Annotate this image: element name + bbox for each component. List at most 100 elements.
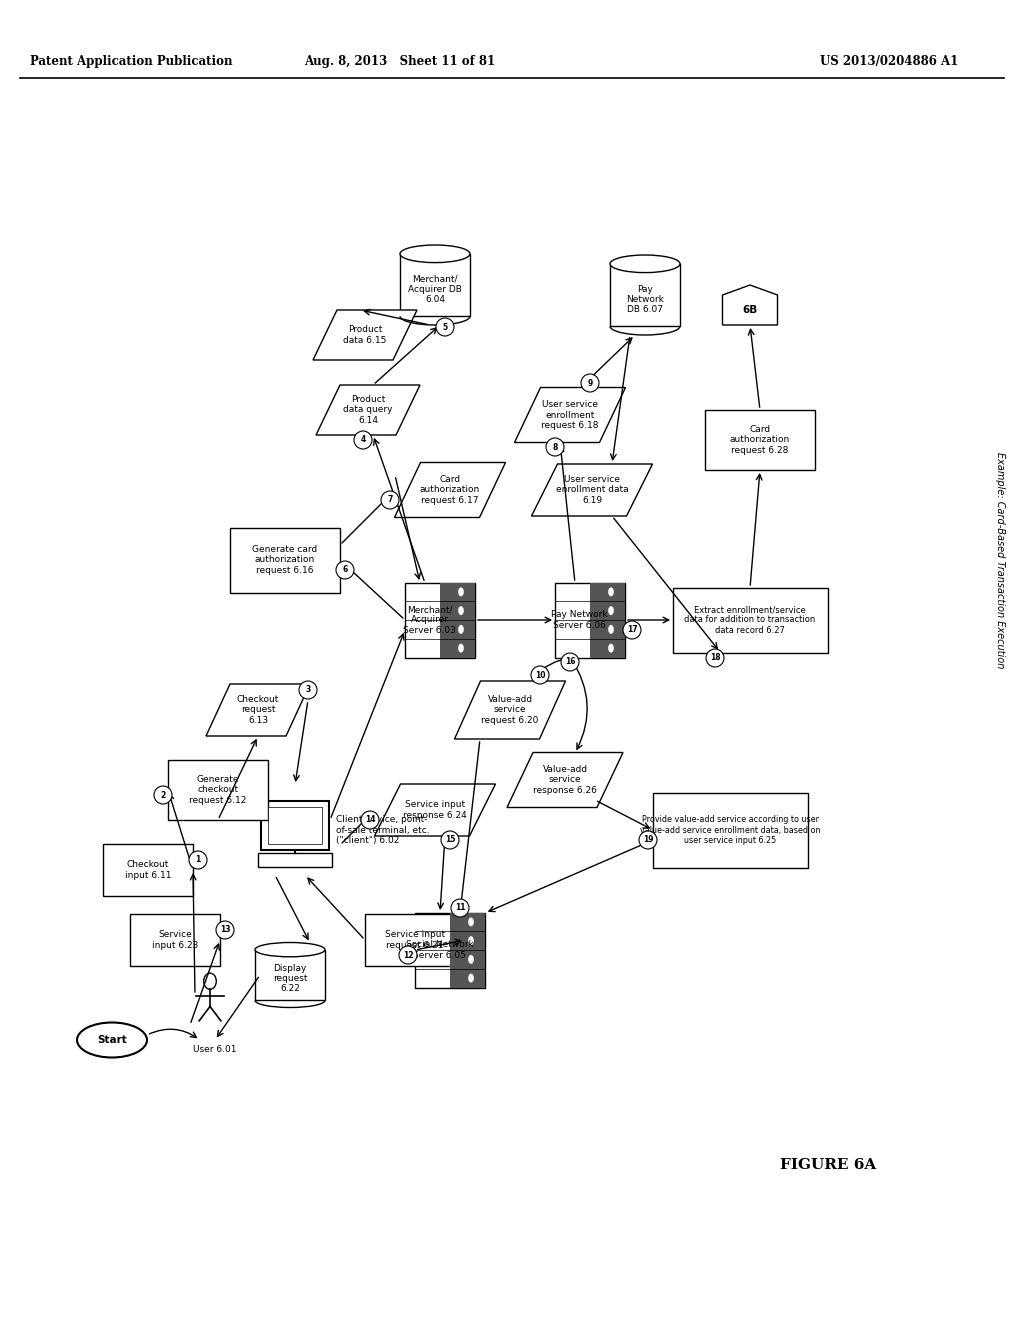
Bar <box>103 843 193 896</box>
Ellipse shape <box>459 644 463 652</box>
Ellipse shape <box>189 851 207 869</box>
Text: Display
request
6.22: Display request 6.22 <box>272 964 307 994</box>
Ellipse shape <box>77 1023 147 1057</box>
Ellipse shape <box>469 919 473 925</box>
Bar <box>258 853 332 867</box>
Bar <box>415 912 485 987</box>
Ellipse shape <box>400 246 470 263</box>
Bar <box>610 264 680 326</box>
Ellipse shape <box>361 810 379 829</box>
Polygon shape <box>507 752 623 808</box>
Text: 3: 3 <box>305 685 310 694</box>
Text: 15: 15 <box>444 836 456 845</box>
Bar <box>268 807 322 843</box>
Text: Card
authorization
request 6.28: Card authorization request 6.28 <box>730 425 791 455</box>
Text: 10: 10 <box>535 671 545 680</box>
Text: 13: 13 <box>220 925 230 935</box>
Text: 1: 1 <box>196 855 201 865</box>
Text: 12: 12 <box>402 950 414 960</box>
Ellipse shape <box>469 937 473 944</box>
Text: 6B: 6B <box>742 305 758 315</box>
Text: User 6.01: User 6.01 <box>194 1045 237 1053</box>
Ellipse shape <box>354 432 372 449</box>
Ellipse shape <box>609 589 613 595</box>
Text: Patent Application Publication: Patent Application Publication <box>30 55 232 69</box>
Text: Example: Card-Based Transaction Execution: Example: Card-Based Transaction Executio… <box>995 451 1005 668</box>
Ellipse shape <box>399 946 417 964</box>
Text: Pay Network
Server 6.06: Pay Network Server 6.06 <box>551 610 608 630</box>
Text: Product
data 6.15: Product data 6.15 <box>343 325 387 345</box>
Text: Product
data query
6.14: Product data query 6.14 <box>343 395 393 425</box>
Text: 17: 17 <box>627 626 637 635</box>
Text: Checkout
input 6.11: Checkout input 6.11 <box>125 861 171 879</box>
Ellipse shape <box>609 626 613 634</box>
Ellipse shape <box>255 942 325 957</box>
Text: User service
enrollment data
6.19: User service enrollment data 6.19 <box>556 475 629 504</box>
Ellipse shape <box>441 832 459 849</box>
Bar <box>555 582 625 657</box>
Text: 9: 9 <box>588 379 593 388</box>
Ellipse shape <box>216 921 234 939</box>
Text: Service input
response 6.24: Service input response 6.24 <box>403 800 467 820</box>
Polygon shape <box>514 388 626 442</box>
Ellipse shape <box>469 956 473 964</box>
Bar <box>440 582 475 657</box>
Bar <box>652 792 808 867</box>
Text: 11: 11 <box>455 903 465 912</box>
Text: Value-add
service
request 6.20: Value-add service request 6.20 <box>481 696 539 725</box>
Text: Service input
request 6.21: Service input request 6.21 <box>385 931 445 949</box>
Text: 18: 18 <box>710 653 720 663</box>
Ellipse shape <box>154 785 172 804</box>
Text: Start: Start <box>97 1035 127 1045</box>
Text: 7: 7 <box>387 495 392 504</box>
Ellipse shape <box>381 491 399 510</box>
Text: Provide value-add service according to user
value-add service enrollment data, b: Provide value-add service according to u… <box>640 814 820 845</box>
Ellipse shape <box>204 973 216 989</box>
Text: Pay
Network
DB 6.07: Pay Network DB 6.07 <box>626 285 664 314</box>
Ellipse shape <box>459 589 463 595</box>
Text: Client device, point-
of-sale terminal, etc.
("client") 6.02: Client device, point- of-sale terminal, … <box>336 814 429 845</box>
Ellipse shape <box>531 667 549 684</box>
Bar <box>230 528 340 593</box>
Bar <box>590 582 625 657</box>
Bar <box>255 949 325 1001</box>
Polygon shape <box>394 462 506 517</box>
Text: Checkout
request
6.13: Checkout request 6.13 <box>237 696 280 725</box>
Text: 8: 8 <box>552 442 558 451</box>
Bar <box>406 582 475 657</box>
Bar <box>450 912 485 987</box>
Text: Extract enrollment/service
data for addition to transaction
data record 6.27: Extract enrollment/service data for addi… <box>684 605 816 635</box>
Text: 6: 6 <box>342 565 347 574</box>
Polygon shape <box>206 684 310 737</box>
Text: 4: 4 <box>360 436 366 445</box>
Ellipse shape <box>459 626 463 634</box>
Text: 2: 2 <box>161 791 166 800</box>
Ellipse shape <box>451 899 469 917</box>
Text: Generate card
authorization
request 6.16: Generate card authorization request 6.16 <box>252 545 317 576</box>
Text: Merchant/
Acquirer DB
6.04: Merchant/ Acquirer DB 6.04 <box>408 275 462 305</box>
Polygon shape <box>316 385 420 436</box>
Text: Aug. 8, 2013   Sheet 11 of 81: Aug. 8, 2013 Sheet 11 of 81 <box>304 55 496 69</box>
Ellipse shape <box>546 438 564 455</box>
Polygon shape <box>455 681 565 739</box>
Ellipse shape <box>299 681 317 700</box>
Ellipse shape <box>561 653 579 671</box>
Ellipse shape <box>609 607 613 614</box>
Text: FIGURE 6A: FIGURE 6A <box>780 1158 877 1172</box>
Text: 16: 16 <box>565 657 575 667</box>
Polygon shape <box>313 310 417 360</box>
Ellipse shape <box>609 644 613 652</box>
Bar <box>400 253 470 317</box>
Bar <box>261 801 329 850</box>
Bar <box>673 587 827 652</box>
Ellipse shape <box>436 318 454 337</box>
Text: Service
input 6.23: Service input 6.23 <box>152 931 199 949</box>
Text: Social Network
Server 6.05: Social Network Server 6.05 <box>406 940 473 960</box>
Text: 14: 14 <box>365 816 375 825</box>
Text: User service
enrollment
request 6.18: User service enrollment request 6.18 <box>542 400 599 430</box>
Ellipse shape <box>336 561 354 579</box>
Bar <box>365 913 465 966</box>
Text: Merchant/
Acquirer
Server 6.03: Merchant/ Acquirer Server 6.03 <box>403 605 456 635</box>
Text: Generate
checkout
request 6.12: Generate checkout request 6.12 <box>189 775 247 805</box>
Text: 5: 5 <box>442 322 447 331</box>
